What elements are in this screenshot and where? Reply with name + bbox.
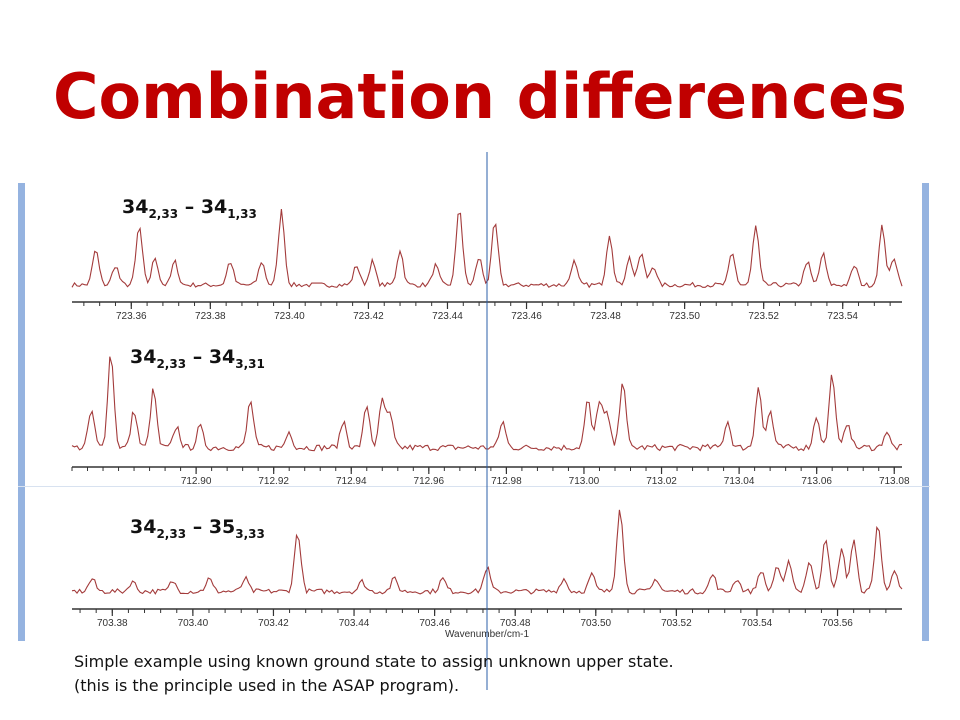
tick-label-2-2: 712.92 [258,476,289,487]
label-3-sub1: 2,33 [156,527,187,541]
label-2-dash: – [192,346,203,368]
label-1-base2: 34 [200,196,228,218]
label-2-base2: 34 [208,346,236,368]
tick-label-3-10: 703.56 [822,618,853,629]
tick-label-3-8: 703.52 [661,618,692,629]
tick-label-3-2: 703.40 [178,618,209,629]
tick-label-1-10: 723.54 [827,311,858,322]
tick-label-1-6: 723.46 [511,311,542,322]
label-1-sub1: 2,33 [148,207,179,221]
label-3-base2: 35 [208,516,236,538]
label-3-dash: – [192,516,203,538]
label-1-sub2: 1,33 [227,207,257,221]
tick-label-1-4: 723.42 [353,311,384,322]
label-3-sub2: 3,33 [235,527,265,541]
label-2-base1: 34 [130,346,157,368]
tick-label-2-1: 712.90 [181,476,212,487]
tick-label-2-3: 712.94 [336,476,367,487]
label-2-sub2: 3,31 [235,357,265,371]
tick-label-3-9: 703.54 [742,618,773,629]
caption: Simple example using known ground state … [74,650,674,698]
tick-label-3-1: 703.38 [97,618,128,629]
panel-divider [18,486,930,487]
tick-label-1-7: 723.48 [590,311,621,322]
tick-label-2-6: 713.00 [569,476,600,487]
tick-label-1-3: 723.40 [274,311,305,322]
tick-label-1-1: 723.36 [116,311,147,322]
right-accent-bar [922,183,929,641]
tick-label-3-5: 703.46 [419,618,450,629]
caption-line-1: Simple example using known ground state … [74,652,674,671]
tick-label-2-9: 713.06 [801,476,832,487]
label-3-base1: 34 [130,516,157,538]
spectrum-label-2: 342,33 – 343,31 [130,346,265,371]
tick-label-1-8: 723.50 [669,311,700,322]
tick-label-2-4: 712.96 [414,476,445,487]
tick-label-3-7: 703.50 [580,618,611,629]
tick-label-2-7: 713.02 [646,476,677,487]
label-1-dash: – [184,196,195,218]
tick-label-3-3: 703.42 [258,618,289,629]
tick-label-3-4: 703.44 [339,618,370,629]
spectrum-label-3: 342,33 – 353,33 [130,516,265,541]
tick-label-2-8: 713.04 [724,476,755,487]
tick-label-1-9: 723.52 [748,311,779,322]
tick-label-1-2: 723.38 [195,311,226,322]
tick-label-2-10: 713.08 [879,476,910,487]
label-1-base1: 34 [122,196,149,218]
tick-label-3-6: 703.48 [500,618,531,629]
left-accent-bar [18,183,25,641]
slide-title: Combination differences [53,60,907,133]
caption-line-2: (this is the principle used in the ASAP … [74,676,460,695]
tick-label-2-5: 712.98 [491,476,522,487]
label-2-sub1: 2,33 [156,357,187,371]
tick-label-1-5: 723.44 [432,311,463,322]
spectrum-label-1: 342,33 – 341,33 [122,196,257,221]
